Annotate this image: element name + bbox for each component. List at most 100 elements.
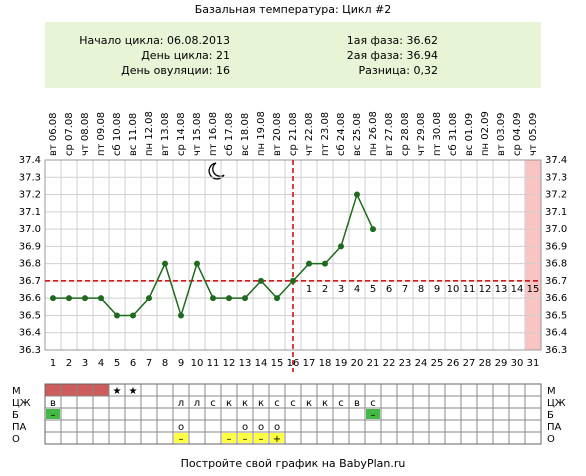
date-label: вт 03.09 (496, 112, 507, 156)
cell-text: к (242, 398, 248, 409)
date-label: вс 25.08 (352, 113, 363, 156)
date-label: ср 04.09 (512, 112, 523, 156)
y-tick-label-right: 36.9 (545, 241, 567, 252)
phase2-label: 13 (495, 284, 508, 295)
x-tick-label: 14 (255, 358, 268, 369)
row-label: М (12, 386, 21, 397)
phase2-label: 11 (463, 284, 476, 295)
cell-fill (270, 433, 284, 443)
row-label-right: ПА (547, 422, 562, 433)
row-label: ЦЖ (12, 398, 31, 409)
x-tick-label: 17 (303, 358, 316, 369)
cell-text: к (258, 398, 264, 409)
date-label: пт 30.08 (432, 112, 443, 156)
temperature-point (274, 295, 280, 302)
date-label: вс 01.09 (464, 113, 475, 156)
phase2-label: 5 (370, 284, 376, 295)
table-border (44, 383, 542, 445)
x-tick-label: 5 (114, 358, 120, 369)
cell-text: – (371, 410, 376, 421)
temperature-point (82, 295, 88, 302)
x-tick-label: 7 (146, 358, 152, 369)
cell-text: к (322, 398, 328, 409)
cell-text: к (306, 398, 312, 409)
temperature-point (242, 295, 248, 302)
date-label: сб 24.08 (336, 113, 347, 156)
cell-text: – (51, 410, 56, 421)
x-tick-label: 11 (207, 358, 220, 369)
y-tick-label-right: 37.3 (545, 172, 567, 183)
date-label: пн 02.09 (480, 111, 491, 156)
temperature-point (354, 191, 360, 198)
x-tick-label: 25 (431, 358, 444, 369)
x-tick-label: 1 (50, 358, 56, 369)
phase2-label: 7 (402, 284, 408, 295)
row-label-right: ЦЖ (547, 398, 566, 409)
phase2-label: 3 (338, 284, 344, 295)
y-tick-label: 36.6 (19, 293, 41, 304)
temperature-point (178, 312, 184, 319)
y-tick-label: 37.4 (19, 155, 41, 166)
y-tick-label: 36.7 (19, 276, 41, 287)
temperature-point (194, 260, 200, 267)
y-tick-label-right: 36.5 (545, 310, 567, 321)
date-label: вт 13.08 (160, 112, 171, 156)
date-label: ср 21.08 (288, 112, 299, 156)
info-left: День цикла: 21 (141, 49, 230, 62)
phase2-label: 2 (322, 284, 328, 295)
x-tick-label: 21 (367, 358, 380, 369)
x-tick-label: 20 (351, 358, 364, 369)
y-tick-label: 36.9 (19, 241, 41, 252)
x-tick-label: 10 (191, 358, 204, 369)
x-tick-label: 31 (527, 358, 540, 369)
date-label: пн 19.08 (256, 111, 267, 156)
date-label: вс 11.08 (128, 113, 139, 156)
cell-text: ★ (129, 386, 138, 397)
x-tick-label: 13 (239, 358, 252, 369)
date-label: сб 10.08 (112, 113, 123, 156)
date-label: вс 18.08 (240, 113, 251, 156)
cell-text: с (370, 398, 376, 409)
date-label: ср 14.08 (176, 112, 187, 156)
temperature-point (306, 260, 312, 267)
phase2-label: 9 (434, 284, 440, 295)
y-tick-label-right: 37.1 (545, 207, 567, 218)
phase2-label: 15 (527, 284, 540, 295)
date-label: сб 31.08 (448, 113, 459, 156)
y-tick-label-right: 36.7 (545, 276, 567, 287)
temperature-point (98, 295, 104, 302)
x-tick-label: 29 (495, 358, 508, 369)
row-label-right: М (547, 386, 556, 397)
row-label: Б (12, 410, 19, 421)
x-tick-label: 28 (479, 358, 492, 369)
cell-text: л (178, 398, 184, 409)
temperature-point (146, 295, 152, 302)
y-tick-label: 36.5 (19, 310, 41, 321)
temperature-point (66, 295, 72, 302)
info-right: 2ая фаза: 36.94 (347, 49, 438, 62)
date-label: пт 16.08 (208, 112, 219, 156)
x-tick-label: 19 (335, 358, 348, 369)
phase2-label: 14 (511, 284, 524, 295)
date-label: пн 26.08 (368, 111, 379, 156)
temperature-point (322, 260, 328, 267)
temperature-point (290, 277, 296, 284)
date-label: вт 06.08 (48, 112, 59, 156)
y-tick-label-right: 37.0 (545, 224, 567, 235)
temperature-point (50, 295, 56, 302)
x-tick-label: 8 (162, 358, 168, 369)
y-tick-label-right: 36.3 (545, 345, 567, 356)
temperature-point (226, 295, 232, 302)
x-tick-label: 15 (271, 358, 284, 369)
y-tick-label: 36.3 (19, 345, 41, 356)
cell-text: – (227, 434, 232, 445)
cell-text: с (210, 398, 216, 409)
date-label: пт 09.08 (96, 112, 107, 156)
phase2-label: 12 (479, 284, 492, 295)
cell-fill (174, 433, 188, 443)
fill-day (45, 384, 61, 396)
info-left: День овуляции: 16 (121, 64, 230, 77)
cell-text: – (243, 434, 248, 445)
fill-day (77, 384, 93, 396)
x-tick-label: 2 (66, 358, 72, 369)
